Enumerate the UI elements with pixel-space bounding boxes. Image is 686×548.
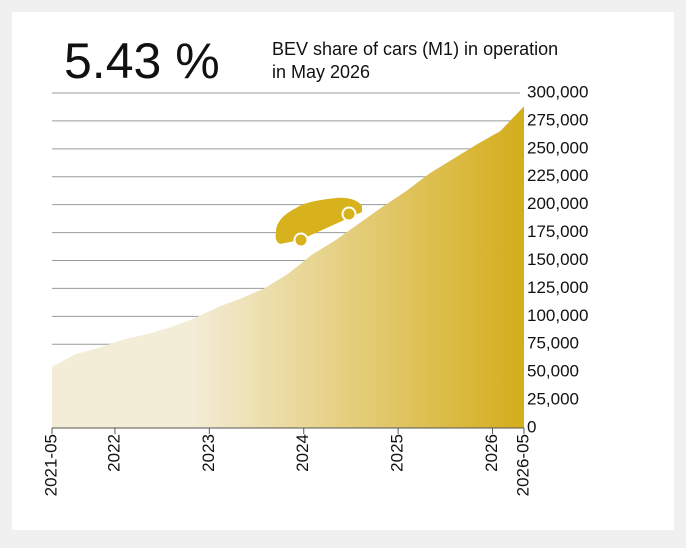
y-tick-label: 150,000 — [527, 250, 588, 269]
headline: 5.43 % — [64, 33, 220, 89]
car-icon — [275, 197, 362, 248]
y-tick-label: 75,000 — [527, 334, 579, 353]
x-tick-label: 2021-05 — [41, 434, 60, 496]
area — [52, 106, 524, 429]
x-tick-label: 2025 — [388, 434, 407, 472]
x-tick-label: 2026-05 — [513, 434, 532, 496]
y-tick-label: 250,000 — [527, 138, 588, 157]
y-tick-label: 225,000 — [527, 166, 588, 185]
y-tick-label: 50,000 — [527, 362, 579, 381]
x-tick-label: 2026 — [482, 434, 501, 472]
y-tick-label: 25,000 — [527, 390, 579, 409]
x-tick-label: 2022 — [104, 434, 123, 472]
y-tick-label: 0 — [527, 417, 536, 436]
y-tick-label: 100,000 — [527, 306, 588, 325]
y-tick-label: 125,000 — [527, 278, 588, 297]
y-tick-label: 200,000 — [527, 194, 588, 213]
x-tick-label: 2024 — [293, 434, 312, 472]
title-line: in May 2026 — [272, 62, 370, 82]
title-line: BEV share of cars (M1) in operation — [272, 39, 558, 59]
y-tick-label: 300,000 — [527, 82, 588, 101]
y-tick-label: 275,000 — [527, 110, 588, 129]
y-tick-label: 175,000 — [527, 222, 588, 241]
x-tick-label: 2023 — [199, 434, 218, 472]
